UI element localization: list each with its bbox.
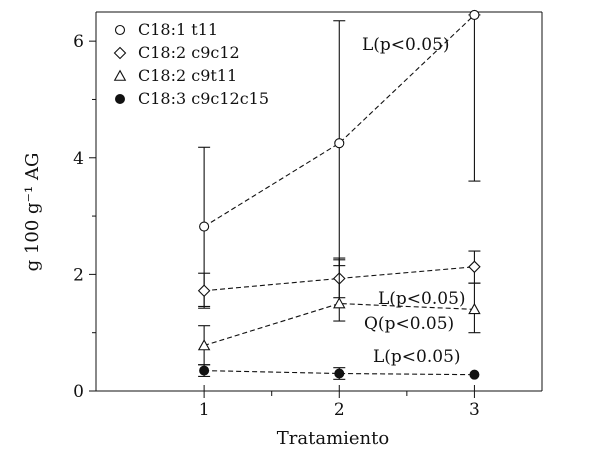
annotations: L(p<0.05) L(p<0.05) Q(p<0.05) L(p<0.05) <box>362 35 466 367</box>
y-tick-label: 4 <box>73 149 84 169</box>
data-point <box>469 9 480 20</box>
data-point <box>468 260 481 274</box>
legend-marker <box>113 46 127 60</box>
data-point <box>197 284 211 297</box>
data-point <box>199 365 210 376</box>
series-line <box>204 370 475 376</box>
data-point <box>333 297 346 309</box>
y-tick-label: 0 <box>73 382 84 402</box>
series-3 <box>198 364 480 380</box>
series-line <box>203 14 475 228</box>
legend-label: C18:2 c9c12 <box>138 43 240 62</box>
x-tick-label: 3 <box>469 400 480 420</box>
significance-annotation: L(p<0.05) <box>373 347 461 367</box>
legend: C18:1 t11 C18:2 c9c12 C18:2 c9t11 C18:3 c9c… <box>113 20 269 108</box>
series-0 <box>198 9 481 309</box>
significance-annotation: Q(p<0.05) <box>364 314 454 334</box>
x-ticks: 1 2 3 <box>199 385 480 420</box>
data-point <box>334 368 345 379</box>
y-axis-label: g 100 g⁻¹ AG <box>22 153 43 272</box>
plot-frame <box>95 11 543 392</box>
data-point <box>334 138 345 149</box>
significance-annotation: L(p<0.05) <box>362 35 450 55</box>
data-point <box>199 221 210 232</box>
legend-label: C18:2 c9t11 <box>138 66 237 85</box>
x-axis-label: Tratamiento <box>277 428 389 449</box>
y-tick-label: 2 <box>73 265 84 285</box>
legend-marker <box>114 24 126 36</box>
y-tick-label: 6 <box>73 32 84 52</box>
x-tick-label: 2 <box>334 400 345 420</box>
data-point <box>469 369 480 380</box>
significance-annotation: L(p<0.05) <box>378 289 466 309</box>
legend-label: C18:1 t11 <box>138 20 218 39</box>
legend-marker <box>115 94 125 104</box>
x-tick-label: 1 <box>199 400 210 420</box>
data-point <box>197 339 211 351</box>
y-ticks: 0 2 4 6 <box>73 32 96 402</box>
series-layer <box>197 9 481 380</box>
data-point <box>468 302 481 315</box>
series-2 <box>197 259 481 366</box>
series-line <box>204 266 475 292</box>
legend-marker <box>113 69 127 81</box>
legend-label: C18:3 c9c12c15 <box>138 89 269 108</box>
